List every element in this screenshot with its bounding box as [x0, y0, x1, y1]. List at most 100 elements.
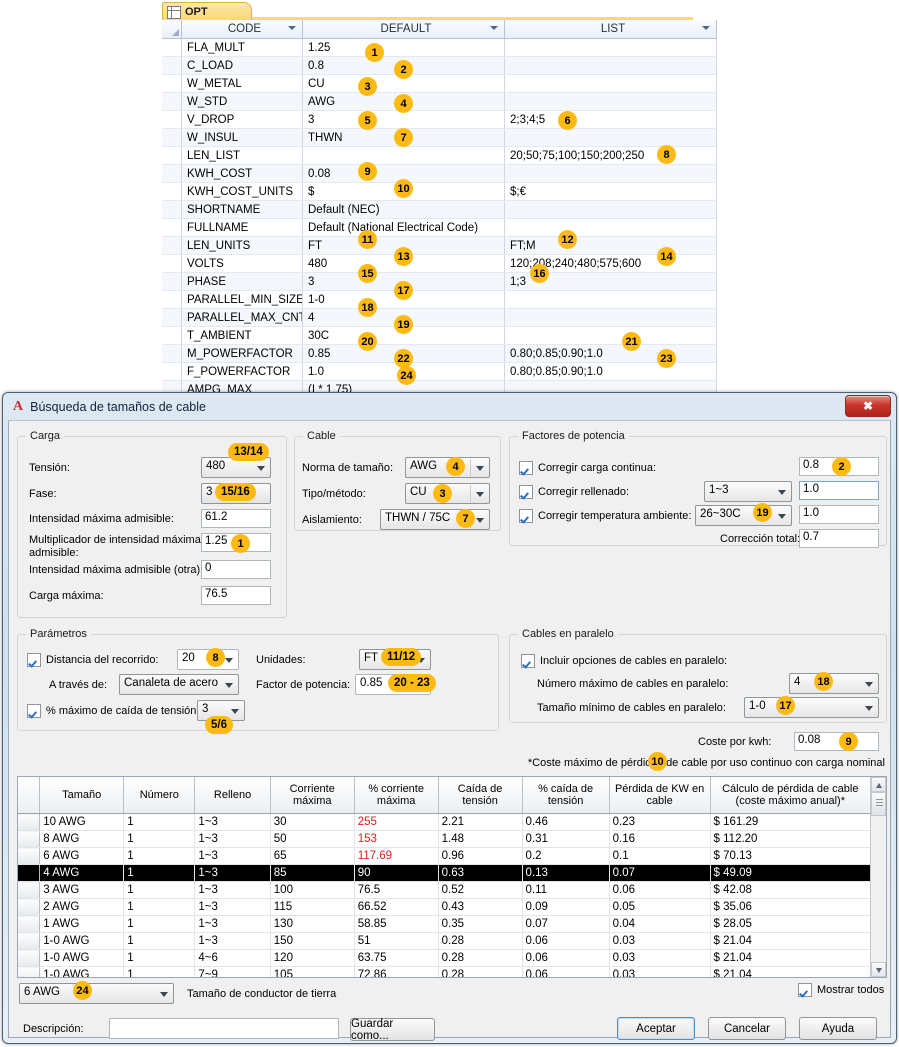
checkbox-distancia-recorrido[interactable]: Distancia del recorrido:	[27, 653, 159, 667]
tab-opt[interactable]: OPT	[162, 2, 252, 21]
results-cell-pct_caida[interactable]: 0.07	[522, 915, 610, 933]
cell-code[interactable]: W_STD	[181, 92, 303, 111]
table-row[interactable]: FLA_MULT 1.25	[162, 38, 717, 57]
results-cell-caida[interactable]: 0.35	[438, 915, 523, 933]
row-selector[interactable]	[162, 254, 182, 273]
a-traves-de-combo[interactable]: Canaleta de acero	[119, 674, 239, 695]
results-row-selector[interactable]	[18, 932, 41, 950]
results-cell-tamano[interactable]: 1 AWG	[39, 915, 125, 933]
results-cell-perdida[interactable]: 0.03	[609, 949, 711, 967]
cell-default[interactable]: 1.25	[302, 38, 505, 57]
guardar-como-button[interactable]: Guardar como...	[350, 1018, 435, 1042]
cell-code[interactable]: PARALLEL_MIN_SIZE	[181, 290, 303, 309]
cell-code[interactable]: PARALLEL_MAX_CNT	[181, 308, 303, 327]
cell-list[interactable]	[504, 74, 717, 93]
cell-code[interactable]: PHASE	[181, 272, 303, 291]
results-cell-pct_corriente[interactable]: 72.86	[354, 966, 439, 977]
results-row-selector[interactable]	[18, 864, 41, 882]
table-row[interactable]: T_AMBIENT 30C	[162, 326, 717, 345]
close-button[interactable]: ✖	[845, 395, 891, 417]
results-cell-numero[interactable]: 1	[123, 949, 196, 967]
results-cell-pct_caida[interactable]: 0.11	[522, 881, 610, 899]
results-row-selector[interactable]	[18, 966, 41, 977]
results-row-selector[interactable]	[18, 949, 41, 967]
table-row[interactable]: PARALLEL_MAX_CNT 4	[162, 308, 717, 327]
results-cell-pct_caida[interactable]: 0.2	[522, 847, 610, 865]
results-cell-perdida[interactable]: 0.03	[609, 966, 711, 977]
cell-list[interactable]: 1;3	[504, 272, 717, 291]
cell-default[interactable]: Default (NEC)	[302, 200, 505, 219]
results-cell-perdida[interactable]: 0.03	[609, 932, 711, 950]
results-column-header[interactable]: Cálculo de pérdida de cable (coste máxim…	[710, 777, 872, 814]
results-cell-tamano[interactable]: 1-0 AWG	[39, 966, 125, 977]
results-row[interactable]: 10 AWG 1 1~3 30 255 2.21 0.46 0.23 $ 161.29	[18, 813, 872, 831]
cell-list[interactable]	[504, 128, 717, 147]
results-column-header[interactable]: Tamaño	[39, 777, 125, 814]
results-row-selector[interactable]	[18, 898, 41, 916]
cell-list[interactable]	[504, 290, 717, 309]
results-cell-caida[interactable]: 0.96	[438, 847, 523, 865]
results-cell-corriente[interactable]: 150	[270, 932, 355, 950]
results-cell-numero[interactable]: 1	[123, 847, 196, 865]
results-row[interactable]: 8 AWG 1 1~3 50 153 1.48 0.31 0.16 $ 112.20	[18, 830, 872, 848]
results-cell-corriente[interactable]: 120	[270, 949, 355, 967]
results-cell-corriente[interactable]: 115	[270, 898, 355, 916]
results-cell-pct_corriente[interactable]: 117.69	[354, 847, 439, 865]
results-cell-coste[interactable]: $ 70.13	[710, 847, 872, 865]
table-row[interactable]: SHORTNAME Default (NEC)	[162, 200, 717, 219]
intensidad-otra-input[interactable]: 0	[201, 560, 271, 579]
results-cell-corriente[interactable]: 65	[270, 847, 355, 865]
results-cell-corriente[interactable]: 50	[270, 830, 355, 848]
results-cell-caida[interactable]: 2.21	[438, 813, 523, 831]
row-selector[interactable]	[162, 362, 182, 381]
cell-list[interactable]	[504, 218, 717, 237]
results-cell-pct_corriente[interactable]: 58.85	[354, 915, 439, 933]
results-column-header[interactable]: Corriente máxima	[270, 777, 355, 814]
cell-list[interactable]	[504, 200, 717, 219]
results-cell-relleno[interactable]: 1~3	[194, 932, 271, 950]
table-row[interactable]: F_POWERFACTOR 1.0 0.80;0.85;0.90;1.0	[162, 362, 717, 381]
results-cell-tamano[interactable]: 6 AWG	[39, 847, 125, 865]
results-cell-perdida[interactable]: 0.06	[609, 881, 711, 899]
results-column-header[interactable]: Relleno	[194, 777, 271, 814]
results-cell-caida[interactable]: 0.28	[438, 966, 523, 977]
descripcion-input[interactable]	[109, 1018, 339, 1039]
cell-list[interactable]	[504, 56, 717, 75]
results-cell-numero[interactable]: 1	[123, 864, 196, 882]
results-cell-coste[interactable]: $ 42.08	[710, 881, 872, 899]
results-cell-tamano[interactable]: 10 AWG	[39, 813, 125, 831]
results-cell-corriente[interactable]: 85	[270, 864, 355, 882]
results-cell-relleno[interactable]: 1~3	[194, 813, 271, 831]
column-header-code[interactable]: CODE	[181, 20, 303, 39]
results-cell-pct_corriente[interactable]: 153	[354, 830, 439, 848]
cell-list[interactable]: $;€	[504, 182, 717, 201]
results-column-header[interactable]: % corriente máxima	[354, 777, 439, 814]
cell-default[interactable]: 30C	[302, 326, 505, 345]
cell-code[interactable]: KWH_COST	[181, 164, 303, 183]
results-cell-pct_caida[interactable]: 0.13	[522, 864, 610, 882]
results-cell-pct_corriente[interactable]: 66.52	[354, 898, 439, 916]
results-cell-relleno[interactable]: 1~3	[194, 915, 271, 933]
results-row-selector[interactable]	[18, 813, 41, 831]
cell-code[interactable]: SHORTNAME	[181, 200, 303, 219]
results-cell-coste[interactable]: $ 49.09	[710, 864, 872, 882]
results-cell-caida[interactable]: 0.28	[438, 949, 523, 967]
cell-code[interactable]: KWH_COST_UNITS	[181, 182, 303, 201]
results-row[interactable]: 1-0 AWG 1 4~6 120 63.75 0.28 0.06 0.03 $ 21.04	[18, 949, 872, 967]
results-cell-coste[interactable]: $ 161.29	[710, 813, 872, 831]
results-cell-numero[interactable]: 1	[123, 915, 196, 933]
results-row-selector[interactable]	[18, 847, 41, 865]
cell-code[interactable]: T_AMBIENT	[181, 326, 303, 345]
cell-code[interactable]: W_INSUL	[181, 128, 303, 147]
row-selector[interactable]	[162, 200, 182, 219]
table-row[interactable]: KWH_COST_UNITS $ $;€	[162, 182, 717, 201]
ground-conductor-combo[interactable]: 6 AWG	[19, 983, 174, 1004]
results-column-header[interactable]: Pérdida de KW en cable	[609, 777, 711, 814]
row-selector[interactable]	[162, 146, 182, 165]
results-cell-coste[interactable]: $ 112.20	[710, 830, 872, 848]
results-row-selector[interactable]	[18, 881, 41, 899]
cell-code[interactable]: LEN_LIST	[181, 146, 303, 165]
results-cell-coste[interactable]: $ 21.04	[710, 932, 872, 950]
cell-code[interactable]: V_DROP	[181, 110, 303, 129]
row-selector[interactable]	[162, 182, 182, 201]
